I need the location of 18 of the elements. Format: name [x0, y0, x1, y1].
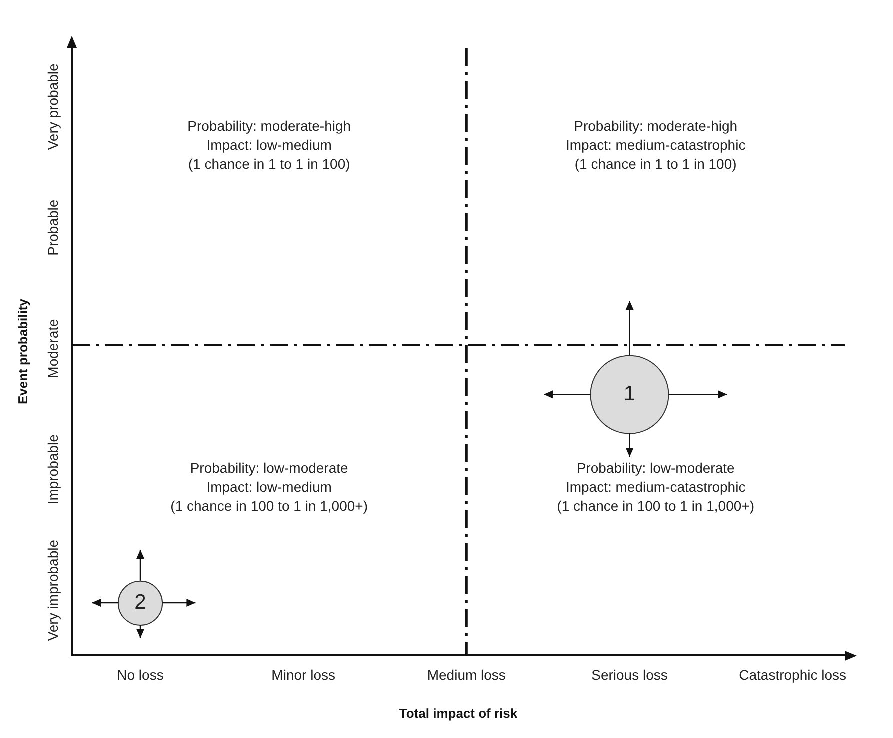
text: Probability: moderate-high Impact: medium-catastrophic (1 chance in 1 to 1 in 100): [566, 118, 746, 172]
y-axis-title: Event probability: [15, 298, 30, 405]
x-tick-label: Medium loss: [427, 666, 506, 683]
annotation: Probability: low-moderate Impact: low-medium (1 chance in 100 to 1 in 1,000+): [170, 460, 368, 514]
annotation: Probability: low-moderate Impact: medium-catastrophic (1 chance in 100 to 1 in 1,000+): [557, 460, 754, 514]
annotation: 2: [134, 591, 146, 614]
x-tick-label: Minor loss: [272, 666, 336, 683]
x-tick-label: No loss: [117, 666, 164, 683]
category-label: Moderate: [44, 319, 61, 378]
category-label: Very probable: [44, 64, 61, 150]
annotation: 1: [624, 382, 636, 406]
text: Probability: moderate-high Impact: low-medium (1 chance in 1 to 1 in 100): [188, 118, 352, 172]
x-tick-label: Serious loss: [592, 666, 668, 683]
x-axis-title: Total impact of risk: [399, 706, 518, 721]
category-label: Probable: [44, 200, 61, 256]
category-label: Improbable: [44, 434, 61, 505]
x-tick-label: Catastrophic loss: [739, 666, 847, 683]
category-label: Very improbable: [44, 540, 61, 642]
